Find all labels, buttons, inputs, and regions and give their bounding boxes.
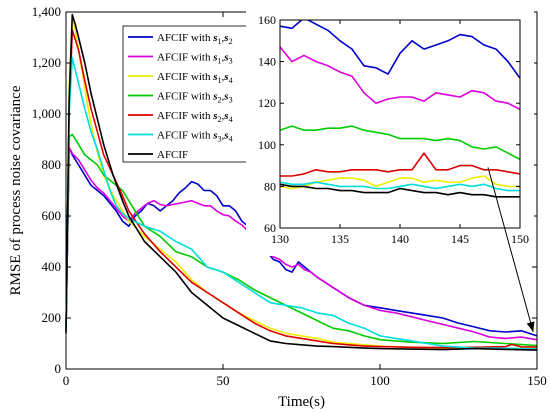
y-tick-label: 1,200 (32, 55, 61, 70)
main-axis-ticks: 0 50 100 150 0 200 400 600 800 1,000 1,200 1,400 (32, 4, 547, 388)
inset-x-tick-label: 140 (391, 232, 409, 246)
legend-entry-2: AFCIF with s1,s3 (157, 52, 233, 66)
y-tick-label: 800 (42, 157, 62, 172)
inset-series-line-6 (280, 181, 520, 192)
inset-y-tick-label: 100 (258, 138, 276, 152)
inset-series-group (280, 20, 520, 198)
inset-axis-ticks: 130 135 140 145 150 60 80 100 120 140 160 (258, 13, 529, 246)
x-tick-label: 100 (370, 373, 390, 388)
x-tick-label: 50 (217, 373, 230, 388)
y-tick-label: 1,400 (32, 4, 61, 19)
y-tick-label: 1,000 (32, 106, 61, 121)
legend-entry-4: AFCIF with s2,s3 (157, 91, 233, 105)
legend-entry-6: AFCIF with s3,s4 (157, 130, 233, 144)
y-axis-label: RMSE of process noise covariance (8, 85, 24, 295)
inset-series-line-3 (280, 175, 520, 190)
legend-box (122, 25, 252, 163)
inset-series-line-2 (280, 46, 520, 111)
y-tick-label: 200 (42, 310, 62, 325)
main-series-group (65, 13, 538, 351)
series-line-2 (65, 146, 538, 341)
arrow-shaft (487, 167, 534, 333)
legend-entry-7: AFCIF (157, 149, 188, 161)
inset-zoom-plot: 130 135 140 145 150 60 80 100 120 140 160 (246, 10, 534, 256)
arrow-head (526, 321, 535, 333)
inset-background (246, 10, 534, 256)
y-tick-label: 400 (42, 259, 62, 274)
inset-series-line-1 (280, 20, 520, 79)
inset-series-line-4 (280, 125, 520, 161)
series-line-5 (65, 29, 538, 349)
inset-y-tick-label: 120 (258, 96, 276, 110)
inset-y-tick-label: 140 (258, 55, 276, 69)
inset-x-tick-label: 145 (451, 232, 469, 246)
x-tick-label: 0 (63, 373, 70, 388)
y-tick-label: 600 (42, 208, 62, 223)
inset-x-tick-label: 135 (331, 232, 349, 246)
inset-x-tick-label: 150 (511, 232, 529, 246)
legend: AFCIF with s1,s2 AFCIF with s1,s3 AFCIF wi… (122, 25, 252, 163)
series-line-1 (65, 146, 538, 337)
zoom-arrow-annotation (487, 167, 535, 333)
legend-entry-3: AFCIF with s1,s4 (157, 71, 233, 85)
series-line-7 (65, 13, 538, 351)
x-axis-label: Time(s) (278, 394, 325, 410)
legend-entry-1: AFCIF with s1,s2 (157, 32, 233, 46)
inset-series-line-5 (280, 152, 520, 177)
legend-entry-5: AFCIF with s2,s4 (157, 110, 233, 124)
inset-y-tick-label: 60 (264, 221, 276, 235)
series-line-6 (65, 57, 538, 350)
inset-x-tick-label: 130 (271, 232, 289, 246)
inset-series-line-7 (280, 183, 520, 198)
y-tick-label: 0 (55, 361, 62, 376)
inset-y-tick-label: 80 (264, 179, 276, 193)
inset-y-tick-label: 160 (258, 13, 276, 27)
x-tick-label: 150 (527, 373, 547, 388)
